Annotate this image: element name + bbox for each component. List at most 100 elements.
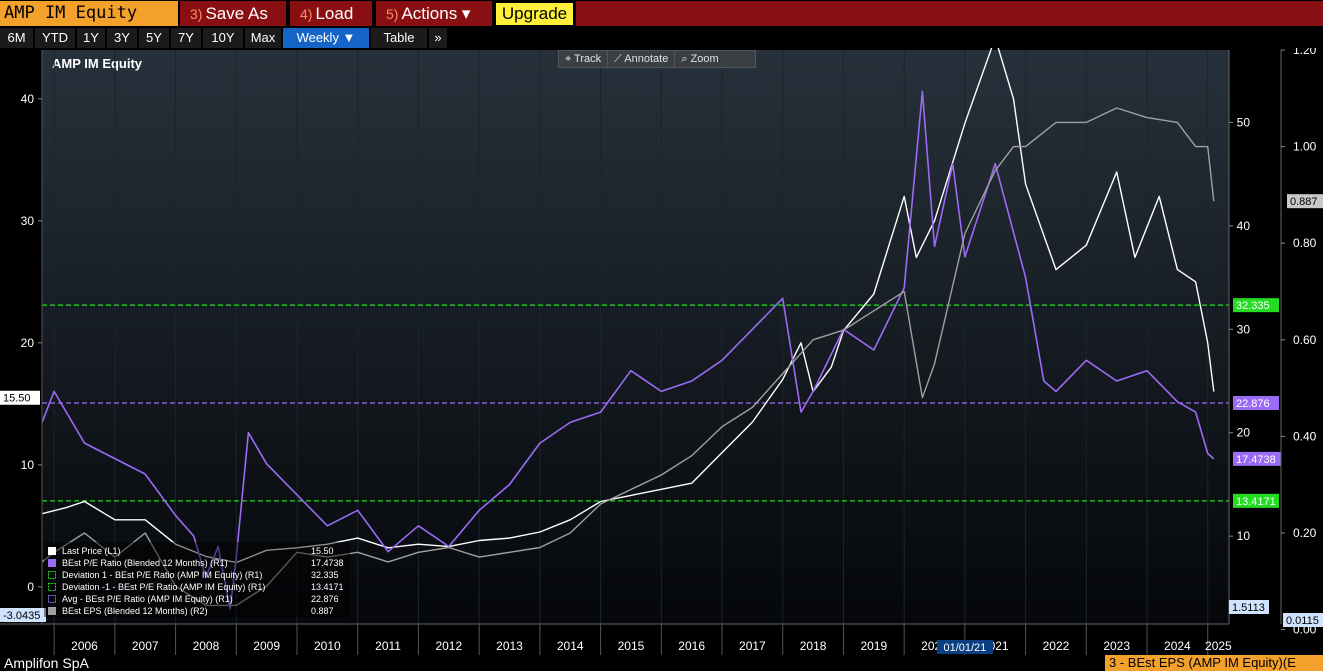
ref-line-tag-bg [1233,395,1279,410]
x-tick-label: 2011 [375,639,401,653]
series-line [41,90,1215,610]
left-tick-label: 30 [21,214,35,228]
x-tick-label: 2017 [739,639,766,653]
price-current-tag-bg [0,390,40,405]
ref-line-tag-bg [1233,298,1279,313]
chart-toolbar: ⌖ Track ⟋ Annotate ⌕ Zoom [558,50,756,68]
r2-tick-label: 0.20 [1293,526,1317,540]
ref-line-tag-bg [1233,493,1279,508]
x-tick-label: 2023 [1103,639,1130,653]
range-max[interactable]: Max [245,28,281,48]
r1-min-tag: 1.5113 [1232,602,1265,614]
legend: Last Price (L1) 15.50 BEst P/E Ratio (Blen… [44,542,350,617]
range-10y[interactable]: 10Y [203,28,243,48]
legend-swatch [48,583,56,591]
r1-tick-label: 30 [1237,322,1251,336]
r1-tick-label: 40 [1237,219,1251,233]
x-tick-label: 2008 [193,639,220,653]
series-tab[interactable]: 3 - BEst EPS (AMP IM Equity)(E [1105,655,1323,671]
legend-value: 13.4171 [311,582,344,592]
range-6m[interactable]: 6M [0,28,33,48]
chart[interactable]: AMP IM Equity 32.335 22.876 13.4171 17.4738… [0,48,1323,655]
legend-swatch [48,571,56,579]
r2-tick-label: 0.40 [1293,429,1317,443]
r2-min-tag: 0.0115 [1286,615,1319,627]
upgrade-button[interactable]: Upgrade [496,3,573,25]
table-button[interactable]: Table [371,28,427,48]
save-as-button[interactable]: 3) Save As [180,1,286,26]
security-field[interactable]: AMP IM Equity [0,1,178,26]
legend-value: 0.887 [311,606,334,616]
left-tick-label: 0 [27,580,34,594]
ref-line-tag: 32.335 [1236,300,1270,312]
x-tick-label: 2025 [1205,639,1232,653]
track-tool[interactable]: ⌖ Track [559,51,609,67]
r1-tick-label: 50 [1237,115,1251,129]
chart-title: AMP IM Equity [52,56,143,71]
range-1y[interactable]: 1Y [77,28,105,48]
range-5y[interactable]: 5Y [139,28,169,48]
legend-swatch [48,607,56,615]
legend-label: Avg - BEst P/E Ratio (AMP IM Equity) (R1… [62,594,233,604]
more-button[interactable]: » [429,28,447,48]
command-bar-filler [576,1,1323,26]
x-tick-label: 2009 [253,639,280,653]
eps-current-tag-bg [1287,194,1323,209]
series [41,48,1215,610]
zoom-tool[interactable]: ⌕ Zoom [681,53,719,65]
axes: 2006 2007 2008 2009 2010 2011 2012 2013 2014 2015… [0,48,1323,655]
x-tick-label: 2024 [1164,639,1191,653]
company-name: Amplifon SpA [4,655,89,671]
left-tick-label: 40 [21,92,35,106]
legend-label: Last Price (L1) [62,546,121,556]
legend-box [44,542,350,617]
r2-tick-label: 0.60 [1293,333,1317,347]
left-tick-label: 20 [21,336,35,350]
x-tick-label: 2007 [132,639,159,653]
legend-value: 15.50 [311,546,334,556]
legend-swatch [48,559,56,567]
ref-line-tag: 22.876 [1236,398,1270,410]
legend-label: Deviation 1 - BEst P/E Ratio (AMP IM Equ… [62,570,262,580]
r2-tick-label: 1.00 [1293,140,1317,154]
x-tick-label: 2015 [618,639,645,653]
series-line [41,48,1215,564]
x-tick-label: 2022 [1043,639,1070,653]
actions-number: 5) [386,6,399,22]
legend-value: 17.4738 [311,558,344,568]
load-button[interactable]: 4) Load [290,1,372,26]
left-tick-label: 10 [21,458,35,472]
x-tick-label: 2010 [314,639,341,653]
r2-tick-label: 1.20 [1293,48,1317,57]
x-tick-label: 2013 [496,639,523,653]
range-ytd[interactable]: YTD [35,28,75,48]
status-bar: Amplifon SpA 3 - BEst EPS (AMP IM Equity… [0,655,1323,671]
save-as-number: 3) [190,6,203,22]
r2-min-tag-bg [1283,613,1323,627]
legend-label: BEst EPS (Blended 12 Months) (R2) [62,606,208,616]
legend-swatch [48,595,56,603]
grid [53,50,1209,624]
range-3y[interactable]: 3Y [107,28,137,48]
plot-background [42,50,1229,624]
range-7y[interactable]: 7Y [171,28,201,48]
frequency-dropdown[interactable]: Weekly ▼ [283,28,369,48]
r1-min-tag-bg [1229,600,1269,614]
legend-value: 32.335 [311,570,339,580]
pe-current-tag: 17.4738 [1236,454,1276,466]
x-tick-label: 2019 [860,639,887,653]
command-bar: AMP IM Equity 3) Save As 4) Load 5) Actions… [0,0,1323,27]
left-min-tag-bg [0,608,46,622]
eps-current-tag: 0.887 [1290,196,1318,208]
x-tick-label: 2014 [557,639,584,653]
actions-button[interactable]: 5) Actions ▾ [376,1,492,26]
cursor-date-bg [936,640,993,654]
r2-tick-label: 0.80 [1293,236,1317,250]
annotate-tool[interactable]: ⟋ Annotate [608,51,676,67]
r1-tick-label: 20 [1237,426,1251,440]
x-tick-label: 2006 [71,639,98,653]
pe-current-tag-bg [1233,451,1281,466]
cursor-date-label: 01/01/21 [943,642,986,654]
save-as-label: Save As [205,4,268,23]
ref-line-tag: 13.4171 [1236,496,1276,508]
